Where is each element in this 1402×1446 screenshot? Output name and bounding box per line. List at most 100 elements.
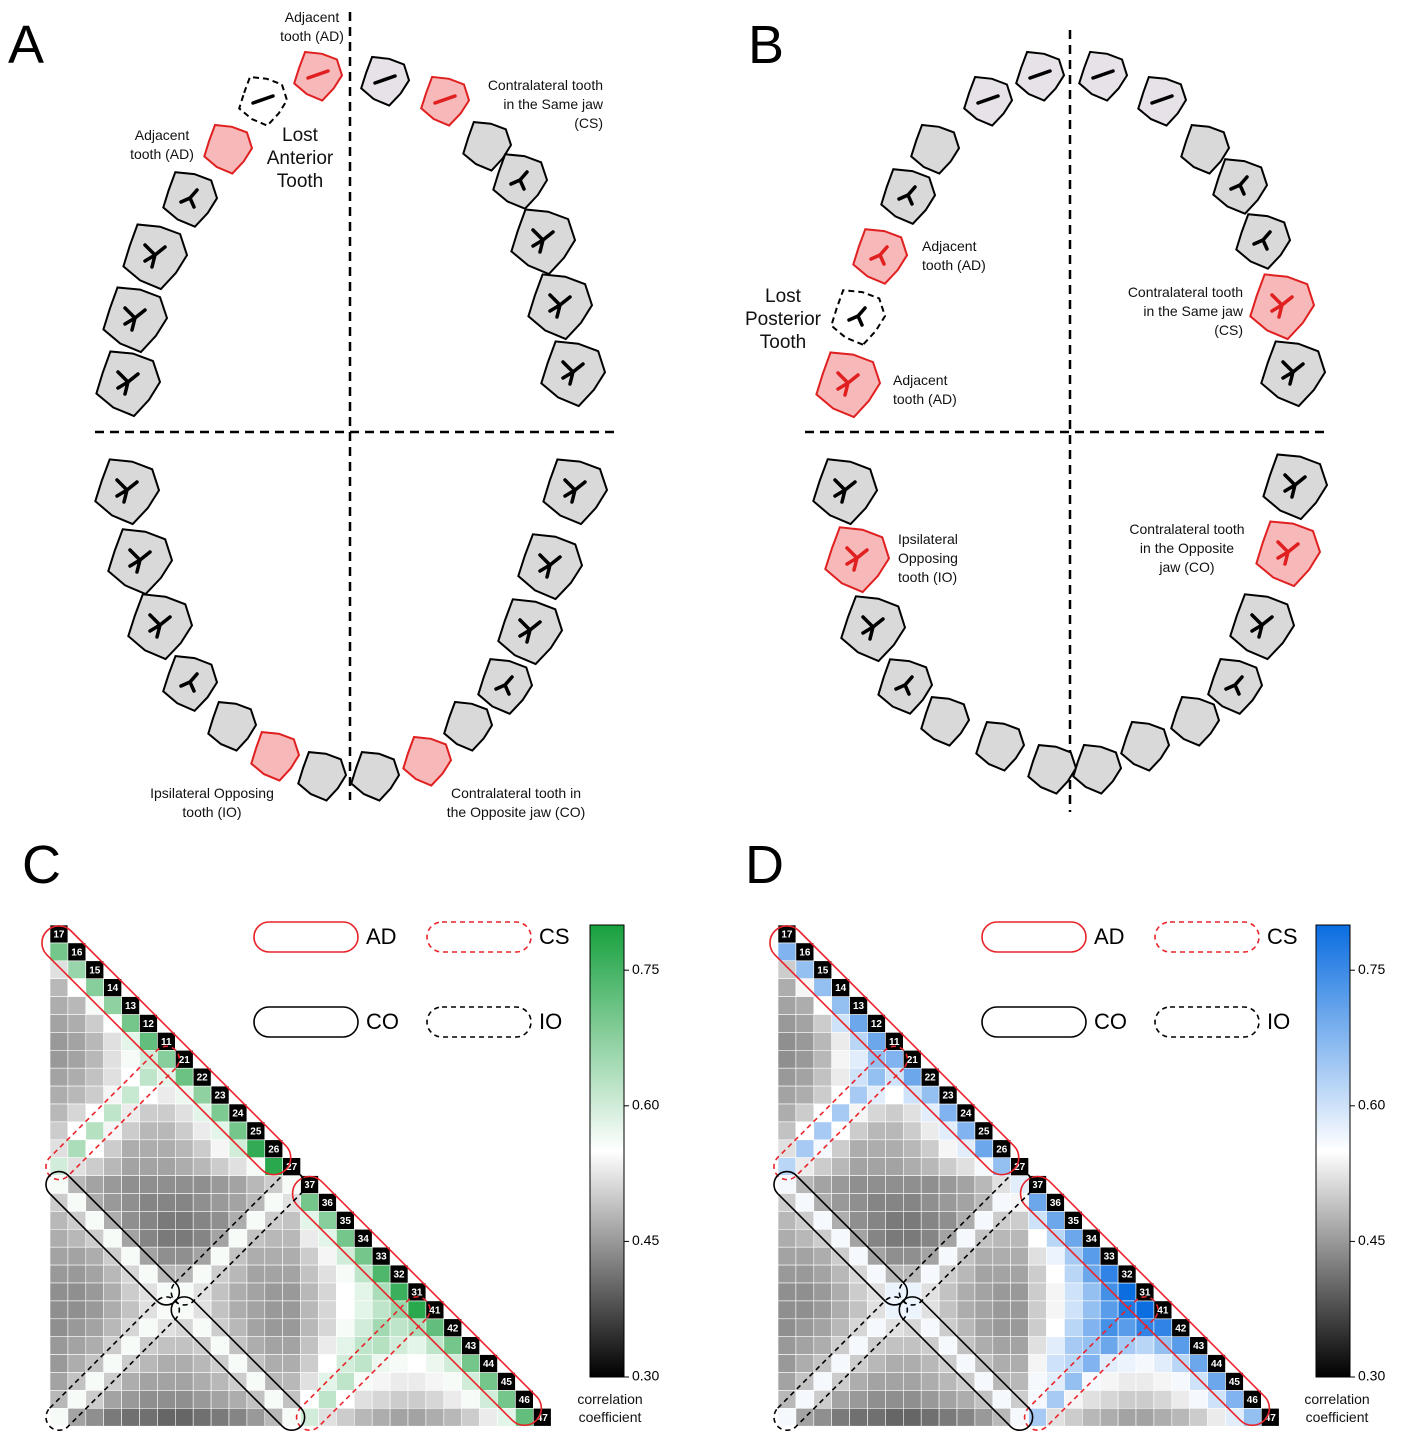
- tooth-number: 26: [996, 1144, 1008, 1155]
- heat-cell: [1029, 1301, 1047, 1319]
- heat-cell: [193, 1158, 211, 1176]
- heat-cell: [372, 1337, 390, 1355]
- heat-cell: [814, 1140, 832, 1158]
- heat-cell: [68, 1032, 86, 1050]
- heat-cell: [921, 1229, 939, 1247]
- heat-cell: [390, 1373, 408, 1391]
- heat-cell: [850, 1211, 868, 1229]
- tooth-number: 42: [447, 1323, 459, 1334]
- heat-cell: [1047, 1247, 1065, 1265]
- tooth: [911, 125, 959, 174]
- legend-swatch: [1155, 922, 1259, 952]
- heat-cell: [832, 1122, 850, 1140]
- tooth: [964, 77, 1012, 126]
- heat-cell: [832, 1301, 850, 1319]
- heat-cell: [193, 1408, 211, 1426]
- heat-cell: [868, 1355, 886, 1373]
- tooth: [361, 57, 409, 106]
- heat-cell: [1047, 1373, 1065, 1391]
- heat-cell: [903, 1229, 921, 1247]
- tooth-number: 34: [358, 1234, 370, 1245]
- heat-cell: [921, 1086, 939, 1104]
- heat-cell: [1100, 1265, 1118, 1283]
- tooth-outline: [911, 125, 959, 174]
- tooth: [541, 341, 605, 406]
- heat-cell: [50, 997, 68, 1015]
- heat-cell: [86, 979, 104, 997]
- tooth: [103, 288, 167, 353]
- heat-cell: [832, 1015, 850, 1033]
- tooth-label: Adjacent tooth (AD): [252, 8, 372, 46]
- heat-cell: [247, 1194, 265, 1212]
- tooth: [478, 659, 532, 714]
- heat-cell: [975, 1140, 993, 1158]
- heat-cell: [1172, 1390, 1190, 1408]
- heat-cell: [68, 1247, 86, 1265]
- heat-cell: [336, 1301, 354, 1319]
- tooth-number: 15: [817, 965, 829, 976]
- heat-cell: [211, 1390, 229, 1408]
- heat-cell: [1190, 1390, 1208, 1408]
- heat-cell: [354, 1265, 372, 1283]
- tooth-number: 25: [250, 1126, 262, 1137]
- tooth-outline: [251, 732, 299, 780]
- tooth-number: 46: [1247, 1395, 1259, 1406]
- heat-cell: [354, 1319, 372, 1337]
- heat-cell: [885, 1122, 903, 1140]
- colorbar-tick-label: 0.30: [632, 1368, 659, 1384]
- heat-cell: [796, 1068, 814, 1086]
- heat-cell: [1064, 1229, 1082, 1247]
- tooth: [498, 599, 562, 664]
- heat-cell: [426, 1337, 444, 1355]
- heat-cell: [921, 1176, 939, 1194]
- heat-cell: [104, 1015, 122, 1033]
- tooth-outline: [1171, 697, 1219, 746]
- heat-cell: [1136, 1408, 1154, 1426]
- heat-cell: [993, 1211, 1011, 1229]
- heat-cell: [814, 1283, 832, 1301]
- heat-cell: [1100, 1337, 1118, 1355]
- heat-cell: [850, 1158, 868, 1176]
- heat-cell: [903, 1140, 921, 1158]
- heat-cell: [921, 1283, 939, 1301]
- tooth: [123, 225, 187, 290]
- heat-cell: [1047, 1319, 1065, 1337]
- heat-cell: [247, 1158, 265, 1176]
- tooth-outline: [1073, 745, 1121, 794]
- heat-cell: [336, 1390, 354, 1408]
- heat-cell: [832, 1050, 850, 1068]
- heat-cell: [211, 1158, 229, 1176]
- heat-cell: [157, 1390, 175, 1408]
- tooth: [976, 722, 1024, 770]
- heat-cell: [301, 1390, 319, 1408]
- heat-cell: [993, 1390, 1011, 1408]
- heat-cell: [796, 1140, 814, 1158]
- heat-cell: [50, 1104, 68, 1122]
- heat-cell: [814, 1176, 832, 1194]
- heat-cell: [885, 1194, 903, 1212]
- heat-cell: [211, 1373, 229, 1391]
- heat-cell: [903, 1355, 921, 1373]
- heat-cell: [283, 1373, 301, 1391]
- heat-cell: [832, 1068, 850, 1086]
- colorbar: [590, 925, 624, 1377]
- heat-cell: [1011, 1355, 1029, 1373]
- heat-cell: [175, 1122, 193, 1140]
- heat-cell: [229, 1140, 247, 1158]
- heat-cell: [885, 1086, 903, 1104]
- tooth: [1208, 659, 1262, 714]
- heat-cell: [175, 1229, 193, 1247]
- heat-cell: [850, 1301, 868, 1319]
- tooth: [1073, 745, 1121, 794]
- heat-cell: [850, 1140, 868, 1158]
- heat-cell: [832, 1265, 850, 1283]
- heat-cell: [247, 1140, 265, 1158]
- tooth: [1236, 214, 1290, 269]
- heat-cell: [336, 1373, 354, 1391]
- heat-cell: [247, 1176, 265, 1194]
- heat-cell: [157, 1086, 175, 1104]
- heat-cell: [939, 1104, 957, 1122]
- heat-cell: [354, 1301, 372, 1319]
- heat-cell: [1136, 1373, 1154, 1391]
- tooth-number: 37: [1032, 1180, 1044, 1191]
